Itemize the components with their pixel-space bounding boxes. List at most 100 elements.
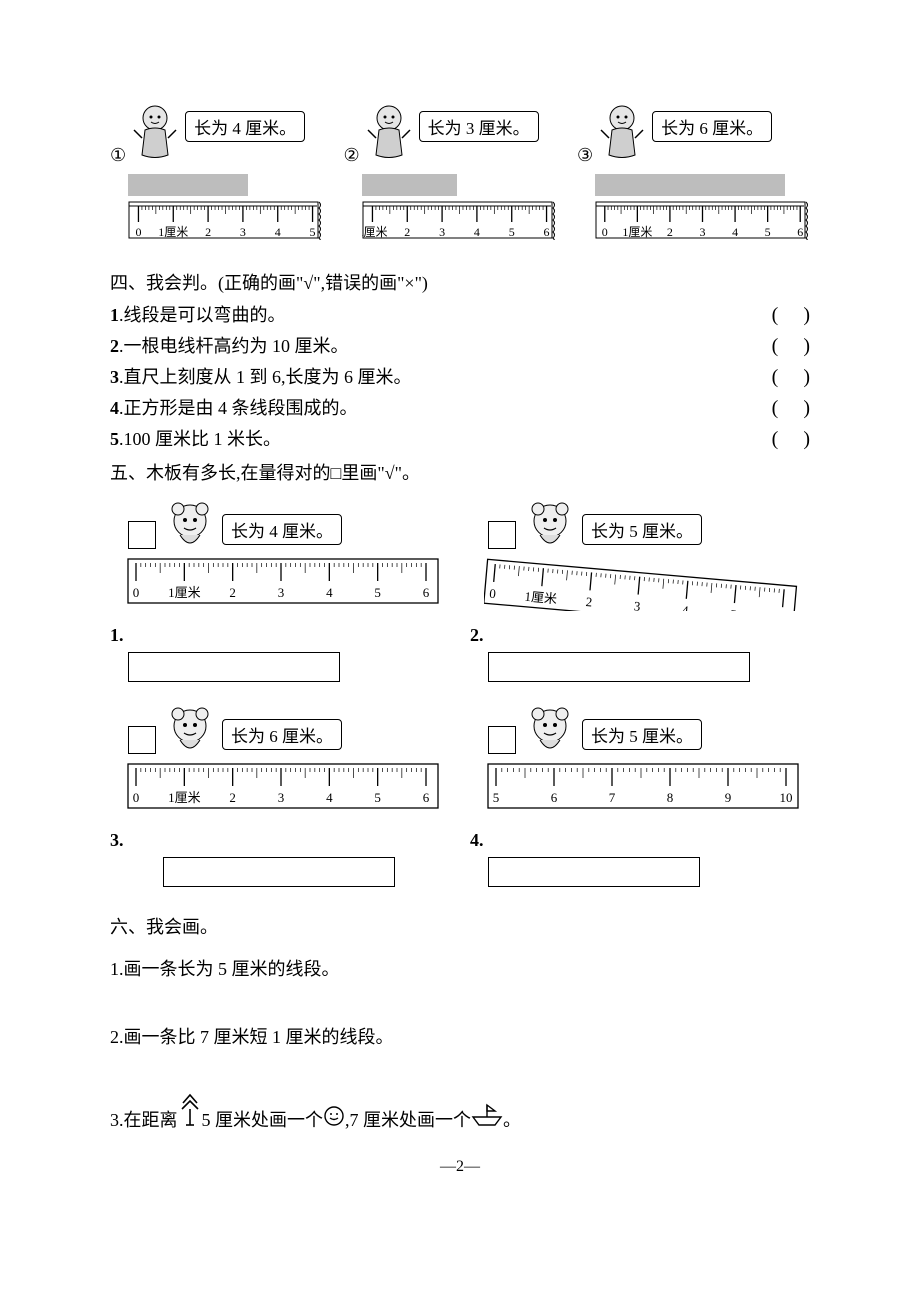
svg-text:3: 3 <box>277 585 284 600</box>
svg-text:3: 3 <box>277 790 284 805</box>
check-box[interactable] <box>488 521 516 549</box>
svg-text:3: 3 <box>700 225 706 239</box>
page-number: —2— <box>110 1158 810 1176</box>
svg-text:4: 4 <box>326 790 333 805</box>
judge-text: 1.线段是可以弯曲的。 <box>110 301 286 327</box>
judge-text: 3.直尺上刻度从 1 到 6,长度为 6 厘米。 <box>110 363 412 389</box>
svg-text:4: 4 <box>732 225 738 239</box>
svg-text:8: 8 <box>666 790 673 805</box>
ruler: 01厘米23456 <box>124 760 454 821</box>
top-example: ① 长为 4 厘米。 01厘米2345 <box>110 100 323 245</box>
svg-text:2: 2 <box>229 790 236 805</box>
svg-text:1厘米: 1厘米 <box>168 790 201 805</box>
svg-text:1厘米: 1厘米 <box>523 589 557 607</box>
svg-text:6: 6 <box>550 790 557 805</box>
child-cartoon-icon <box>595 100 650 170</box>
ruler: 01厘米23456 <box>124 555 454 616</box>
svg-text:0: 0 <box>135 225 141 239</box>
judge-item: 2.一根电线杆高约为 10 厘米。 ( ) <box>110 332 810 358</box>
svg-text:2: 2 <box>585 594 593 610</box>
item-number: 1. <box>110 625 124 646</box>
gray-bar <box>595 174 785 196</box>
top-example: ③ 长为 6 厘米。 0 1厘米 2 3 4 5 6 <box>577 100 810 245</box>
q3-text-b: 5 厘米处画一个 <box>202 1106 324 1132</box>
smiley-icon <box>323 1105 345 1132</box>
svg-text:1厘米: 1厘米 <box>158 225 188 239</box>
svg-text:2: 2 <box>229 585 236 600</box>
example-number: ③ <box>577 145 593 166</box>
svg-text:6: 6 <box>422 585 429 600</box>
check-box[interactable] <box>488 726 516 754</box>
svg-text:5: 5 <box>729 607 737 611</box>
svg-text:3: 3 <box>633 598 641 611</box>
top-example: ② 长为 3 厘米。 1厘米23456 <box>344 100 557 245</box>
svg-text:7: 7 <box>608 790 615 805</box>
speech-bubble: 长为 4 厘米。 <box>222 514 342 545</box>
judge-text: 5.100 厘米比 1 米长。 <box>110 425 281 451</box>
svg-text:5: 5 <box>374 585 381 600</box>
svg-text:10: 10 <box>779 790 792 805</box>
gray-bar <box>362 174 457 196</box>
svg-text:6: 6 <box>543 225 549 239</box>
judge-item: 3.直尺上刻度从 1 到 6,长度为 6 厘米。 ( ) <box>110 363 810 389</box>
draw-question-3: 3.在距离 5 厘米处画一个 ,7 厘米处画一个 <box>110 1091 810 1132</box>
item-number: 3. <box>110 830 124 851</box>
example-number: ② <box>344 145 360 166</box>
section4-title: 四、我会判。(正确的画"√",错误的画"×") <box>110 269 810 295</box>
svg-text:4: 4 <box>275 225 281 239</box>
judge-list: 1.线段是可以弯曲的。 ( )2.一根电线杆高约为 10 厘米。 ( )3.直尺… <box>110 301 810 451</box>
measure-item: 长为 4 厘米。 1. 01厘米23456 <box>110 495 450 682</box>
answer-paren[interactable]: ( ) <box>772 428 810 451</box>
wood-board <box>488 652 750 682</box>
speech-bubble: 长为 6 厘米。 <box>652 111 772 142</box>
measure-item: 长为 5 厘米。 2. 01厘米23456 <box>470 495 810 682</box>
item-number: 4. <box>470 830 484 851</box>
ruler: 0 1厘米 2 3 4 5 6 <box>595 196 810 245</box>
tree-icon <box>178 1091 202 1132</box>
gray-bar <box>128 174 248 196</box>
wood-board <box>163 857 395 887</box>
svg-text:3: 3 <box>439 225 445 239</box>
svg-text:4: 4 <box>326 585 333 600</box>
speech-bubble: 长为 3 厘米。 <box>419 111 539 142</box>
svg-text:5: 5 <box>765 225 771 239</box>
measure-item: 长为 5 厘米。 4. 5 6 7 8 9 10 <box>470 700 810 887</box>
child-cartoon-icon <box>128 100 183 170</box>
svg-text:5: 5 <box>310 225 316 239</box>
svg-text:9: 9 <box>724 790 731 805</box>
svg-text:1厘米: 1厘米 <box>622 225 652 239</box>
example-number: ① <box>110 145 126 166</box>
animal-cartoon-icon <box>160 700 220 760</box>
draw-question-1: 1.画一条长为 5 厘米的线段。 <box>110 955 810 981</box>
ruler: 01厘米23456 <box>484 555 814 616</box>
answer-paren[interactable]: ( ) <box>772 397 810 420</box>
judge-item: 5.100 厘米比 1 米长。 ( ) <box>110 425 810 451</box>
answer-paren[interactable]: ( ) <box>772 304 810 327</box>
q3-text-c: ,7 厘米处画一个 <box>345 1106 471 1132</box>
ruler: 01厘米2345 <box>128 196 323 245</box>
section5-title: 五、木板有多长,在量得对的□里画"√"。 <box>110 459 810 485</box>
animal-cartoon-icon <box>520 495 580 555</box>
svg-text:0: 0 <box>488 586 496 602</box>
svg-text:0: 0 <box>132 790 139 805</box>
svg-text:0: 0 <box>602 225 608 239</box>
speech-bubble: 长为 4 厘米。 <box>185 111 305 142</box>
check-box[interactable] <box>128 521 156 549</box>
speech-bubble: 长为 6 厘米。 <box>222 719 342 750</box>
item-number: 2. <box>470 625 484 646</box>
answer-paren[interactable]: ( ) <box>772 366 810 389</box>
judge-text: 4.正方形是由 4 条线段围成的。 <box>110 394 358 420</box>
judge-item: 4.正方形是由 4 条线段围成的。 ( ) <box>110 394 810 420</box>
svg-text:0: 0 <box>132 585 139 600</box>
svg-text:2: 2 <box>667 225 673 239</box>
judge-item: 1.线段是可以弯曲的。 ( ) <box>110 301 810 327</box>
svg-text:6: 6 <box>797 225 803 239</box>
top-examples-row: ① 长为 4 厘米。 0 1厘米 2 3 4 5 ② 长为 3 厘米。 <box>110 100 810 245</box>
judge-text: 2.一根电线杆高约为 10 厘米。 <box>110 332 349 358</box>
speech-bubble: 长为 5 厘米。 <box>582 719 702 750</box>
svg-text:5: 5 <box>492 790 499 805</box>
answer-paren[interactable]: ( ) <box>772 335 810 358</box>
animal-cartoon-icon <box>520 700 580 760</box>
svg-text:5: 5 <box>508 225 514 239</box>
check-box[interactable] <box>128 726 156 754</box>
